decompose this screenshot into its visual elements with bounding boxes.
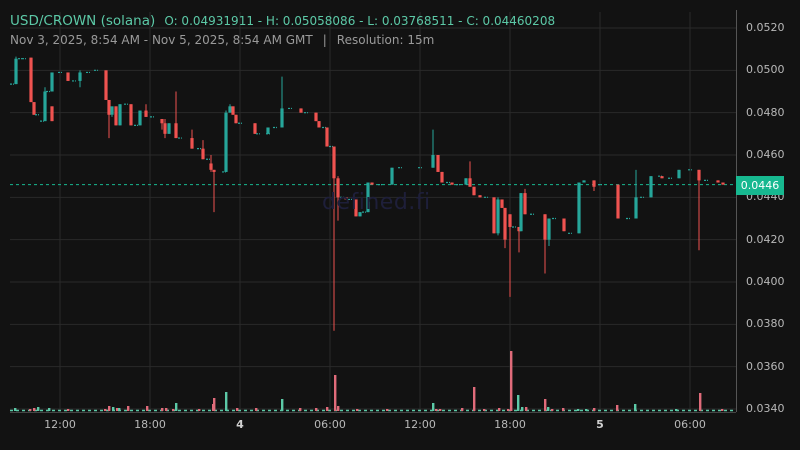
watermark: defined.fi: [322, 190, 431, 215]
price-tick-label: 0.0480: [746, 105, 785, 119]
price-tick-label: 0.0500: [746, 63, 785, 77]
pair-title: USD/CROWN (solana): [10, 13, 156, 29]
price-tick-label: 0.0400: [746, 275, 785, 288]
price-tick-label: 0.0420: [746, 232, 785, 246]
chart-header: USD/CROWN (solana) O: 0.04931911 - H: 0.…: [10, 10, 555, 29]
time-tick-label: 06:00: [674, 418, 706, 431]
resolution-label: Resolution: 15m: [336, 33, 435, 47]
time-tick-label: 12:00: [404, 418, 436, 431]
current-price-tag: 0.0446: [736, 176, 784, 195]
ohlc-values: O: 0.04931911 - H: 0.05058086 - L: 0.037…: [164, 14, 556, 28]
time-tick-label: 5: [596, 418, 604, 431]
time-tick-label: 06:00: [314, 418, 346, 431]
time-tick-label: 4: [236, 418, 244, 431]
price-tick-label: 0.0460: [746, 148, 785, 161]
price-tick-label: 0.0360: [746, 359, 785, 373]
chart-subtitle: Nov 3, 2025, 8:54 AM - Nov 5, 2025, 8:54…: [10, 33, 434, 47]
price-tick-label: 0.0380: [746, 317, 785, 331]
time-tick-label: 18:00: [494, 418, 526, 431]
time-tick-label: 18:00: [134, 418, 166, 431]
date-range: Nov 3, 2025, 8:54 AM - Nov 5, 2025, 8:54…: [10, 33, 313, 47]
time-tick-label: 12:00: [44, 418, 76, 431]
price-tick-label: 0.0340: [746, 402, 785, 415]
separator: |: [322, 33, 327, 47]
price-tick-label: 0.0520: [746, 21, 785, 34]
